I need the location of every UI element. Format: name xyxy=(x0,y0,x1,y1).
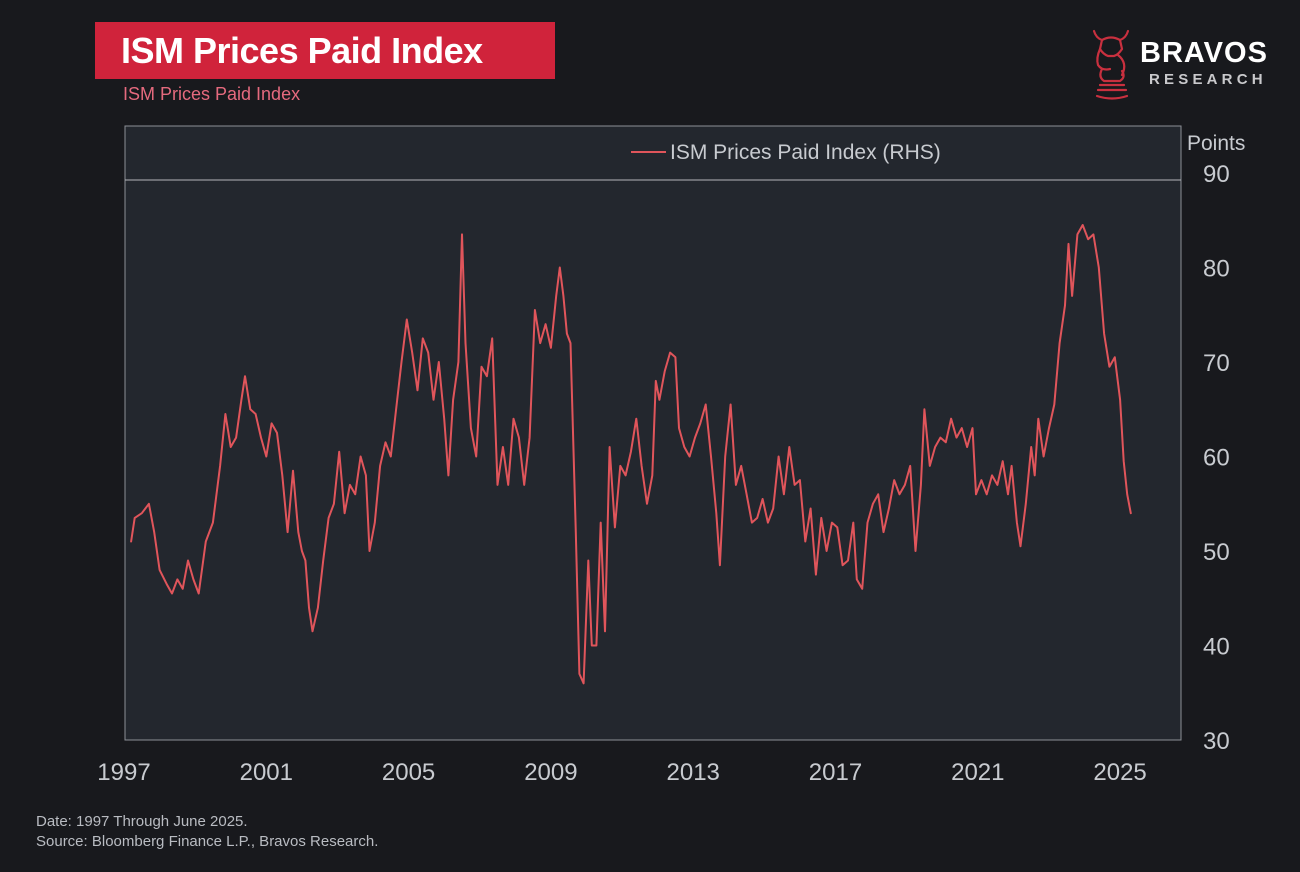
y-axis: 30 40 50 60 70 80 90 xyxy=(1203,161,1230,755)
x-tick-label: 2021 xyxy=(951,759,1004,786)
x-tick-label: 1997 xyxy=(97,759,150,786)
brand-name: BRAVOS xyxy=(1140,37,1268,69)
x-tick-label: 2009 xyxy=(524,759,577,786)
y-axis-title: Points xyxy=(1187,132,1245,155)
title-banner: ISM Prices Paid Index xyxy=(95,22,555,79)
y-tick-label: 90 xyxy=(1203,161,1230,188)
y-tick-label: 80 xyxy=(1203,256,1230,283)
y-tick-label: 40 xyxy=(1203,634,1230,661)
y-tick-label: 30 xyxy=(1203,728,1230,755)
bull-knight-icon xyxy=(1092,29,1130,100)
chart-subtitle: ISM Prices Paid Index xyxy=(123,84,301,104)
legend-label: ISM Prices Paid Index (RHS) xyxy=(670,141,941,164)
y-tick-label: 70 xyxy=(1203,350,1230,377)
x-tick-label: 2005 xyxy=(382,759,435,786)
brand-logo: BRAVOS RESEARCH xyxy=(1088,25,1288,105)
date-note: Date: 1997 Through June 2025. xyxy=(36,813,248,830)
brand-subtitle: RESEARCH xyxy=(1149,71,1267,88)
x-tick-label: 2017 xyxy=(809,759,862,786)
chart-title: ISM Prices Paid Index xyxy=(121,29,483,71)
x-axis: 1997 2001 2005 2009 2013 2017 2021 2025 xyxy=(97,759,1146,786)
x-tick-label: 2025 xyxy=(1093,759,1146,786)
source-note: Source: Bloomberg Finance L.P., Bravos R… xyxy=(36,833,379,850)
series-line-ism-prices-paid xyxy=(130,224,1132,685)
y-tick-label: 50 xyxy=(1203,539,1230,566)
x-tick-label: 2001 xyxy=(240,759,293,786)
x-tick-label: 2013 xyxy=(667,759,720,786)
footer: Date: 1997 Through June 2025. Source: Bl… xyxy=(36,812,378,852)
y-tick-label: 60 xyxy=(1203,445,1230,472)
